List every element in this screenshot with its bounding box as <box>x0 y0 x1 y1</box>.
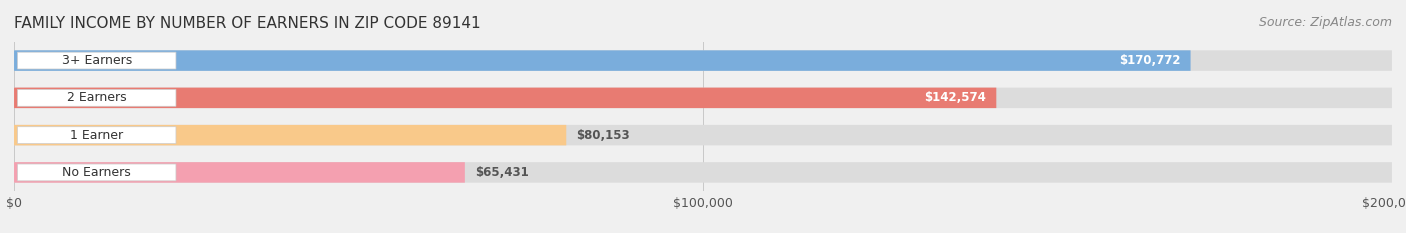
FancyBboxPatch shape <box>14 88 997 108</box>
FancyBboxPatch shape <box>17 127 176 144</box>
Text: $65,431: $65,431 <box>475 166 529 179</box>
FancyBboxPatch shape <box>17 89 176 106</box>
Text: $142,574: $142,574 <box>924 91 986 104</box>
Text: $170,772: $170,772 <box>1119 54 1180 67</box>
Text: 3+ Earners: 3+ Earners <box>62 54 132 67</box>
FancyBboxPatch shape <box>14 50 1392 71</box>
Text: No Earners: No Earners <box>62 166 131 179</box>
Text: $80,153: $80,153 <box>576 129 630 142</box>
Text: FAMILY INCOME BY NUMBER OF EARNERS IN ZIP CODE 89141: FAMILY INCOME BY NUMBER OF EARNERS IN ZI… <box>14 16 481 31</box>
FancyBboxPatch shape <box>17 52 176 69</box>
Text: Source: ZipAtlas.com: Source: ZipAtlas.com <box>1258 16 1392 29</box>
Text: 1 Earner: 1 Earner <box>70 129 124 142</box>
FancyBboxPatch shape <box>14 125 567 145</box>
FancyBboxPatch shape <box>17 164 176 181</box>
Text: 2 Earners: 2 Earners <box>67 91 127 104</box>
FancyBboxPatch shape <box>14 162 465 183</box>
FancyBboxPatch shape <box>14 50 1191 71</box>
FancyBboxPatch shape <box>14 125 1392 145</box>
FancyBboxPatch shape <box>14 162 1392 183</box>
FancyBboxPatch shape <box>14 88 1392 108</box>
